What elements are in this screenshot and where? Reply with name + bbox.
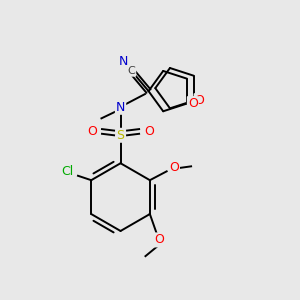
- Text: O: O: [188, 97, 198, 110]
- Text: O: O: [154, 233, 164, 247]
- Text: O: O: [195, 94, 205, 107]
- Text: O: O: [87, 125, 97, 138]
- Text: O: O: [144, 125, 154, 138]
- Text: C: C: [128, 66, 135, 76]
- Text: N: N: [119, 55, 128, 68]
- Text: S: S: [117, 129, 124, 142]
- Text: Cl: Cl: [61, 165, 74, 178]
- Text: N: N: [116, 101, 125, 114]
- Text: O: O: [169, 161, 179, 174]
